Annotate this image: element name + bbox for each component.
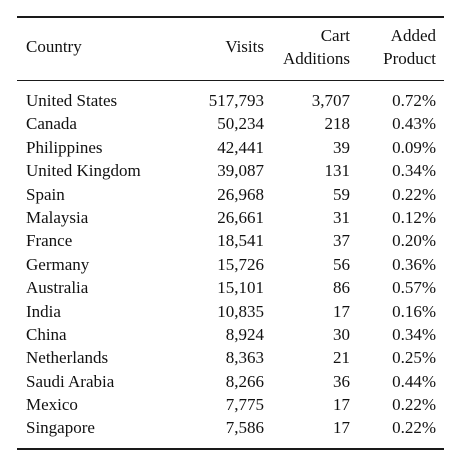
- table-row: Singapore 7,586 17 0.22%: [17, 416, 444, 439]
- cell-visits: 50,234: [217, 112, 264, 135]
- cell-country: Mexico: [26, 393, 78, 416]
- cell-added-product: 0.72%: [392, 89, 436, 112]
- cell-added-product: 0.22%: [392, 183, 436, 206]
- cell-country: Philippines: [26, 136, 103, 159]
- cell-visits: 8,363: [226, 346, 264, 369]
- table-row: Canada 50,234 218 0.43%: [17, 112, 444, 135]
- cell-cart-additions: 31: [333, 206, 350, 229]
- cell-cart-additions: 30: [333, 323, 350, 346]
- cell-visits: 15,726: [217, 253, 264, 276]
- cell-country: Singapore: [26, 416, 95, 439]
- table-row: Saudi Arabia 8,266 36 0.44%: [17, 370, 444, 393]
- table-header: Country Visits Cart Additions Added Prod…: [17, 18, 444, 74]
- cell-cart-additions: 86: [333, 276, 350, 299]
- cell-cart-additions: 56: [333, 253, 350, 276]
- cell-added-product: 0.36%: [392, 253, 436, 276]
- table-row: India 10,835 17 0.16%: [17, 300, 444, 323]
- cell-country: China: [26, 323, 67, 346]
- table-row: China 8,924 30 0.34%: [17, 323, 444, 346]
- cell-added-product: 0.34%: [392, 159, 436, 182]
- cell-added-product: 0.43%: [392, 112, 436, 135]
- cell-visits: 10,835: [217, 300, 264, 323]
- cell-visits: 7,775: [226, 393, 264, 416]
- table-row: France 18,541 37 0.20%: [17, 229, 444, 252]
- cell-country: Germany: [26, 253, 89, 276]
- cell-added-product: 0.16%: [392, 300, 436, 323]
- cell-country: United States: [26, 89, 117, 112]
- cell-visits: 15,101: [217, 276, 264, 299]
- cell-country: United Kingdom: [26, 159, 141, 182]
- table-row: Philippines 42,441 39 0.09%: [17, 136, 444, 159]
- cell-cart-additions: 21: [333, 346, 350, 369]
- cell-visits: 39,087: [217, 159, 264, 182]
- cell-added-product: 0.57%: [392, 276, 436, 299]
- table-row: Netherlands 8,363 21 0.25%: [17, 346, 444, 369]
- header-country: Country: [26, 35, 82, 58]
- cell-added-product: 0.12%: [392, 206, 436, 229]
- cell-visits: 26,661: [217, 206, 264, 229]
- cell-country: Netherlands: [26, 346, 108, 369]
- cell-added-product: 0.22%: [392, 416, 436, 439]
- cell-visits: 26,968: [217, 183, 264, 206]
- cell-added-product: 0.09%: [392, 136, 436, 159]
- header-cart-line2: Additions: [283, 49, 350, 68]
- table-row: United States 517,793 3,707 0.72%: [17, 89, 444, 112]
- cell-added-product: 0.34%: [392, 323, 436, 346]
- cell-cart-additions: 36: [333, 370, 350, 393]
- cell-country: France: [26, 229, 72, 252]
- cell-cart-additions: 39: [333, 136, 350, 159]
- cell-visits: 18,541: [217, 229, 264, 252]
- cell-visits: 517,793: [209, 89, 264, 112]
- cell-country: Saudi Arabia: [26, 370, 114, 393]
- cell-cart-additions: 17: [333, 416, 350, 439]
- cell-cart-additions: 17: [333, 393, 350, 416]
- cell-cart-additions: 131: [325, 159, 351, 182]
- header-added-line2: Product: [383, 49, 436, 68]
- cell-visits: 7,586: [226, 416, 264, 439]
- table-row: Spain 26,968 59 0.22%: [17, 183, 444, 206]
- header-added-line1: Added: [391, 26, 436, 45]
- cell-added-product: 0.20%: [392, 229, 436, 252]
- header-visits: Visits: [225, 35, 264, 58]
- header-added-product: Added Product: [383, 24, 436, 70]
- cell-added-product: 0.25%: [392, 346, 436, 369]
- cell-added-product: 0.22%: [392, 393, 436, 416]
- table-row: Australia 15,101 86 0.57%: [17, 276, 444, 299]
- cell-cart-additions: 17: [333, 300, 350, 323]
- cell-cart-additions: 59: [333, 183, 350, 206]
- cell-cart-additions: 37: [333, 229, 350, 252]
- cell-cart-additions: 3,707: [312, 89, 350, 112]
- cell-cart-additions: 218: [325, 112, 351, 135]
- cell-visits: 8,266: [226, 370, 264, 393]
- table-row: United Kingdom 39,087 131 0.34%: [17, 159, 444, 182]
- cell-country: Spain: [26, 183, 65, 206]
- cell-added-product: 0.44%: [392, 370, 436, 393]
- cell-country: Australia: [26, 276, 88, 299]
- table-row: Mexico 7,775 17 0.22%: [17, 393, 444, 416]
- table-body: United States 517,793 3,707 0.72% Canada 50,2…: [17, 81, 444, 440]
- cell-country: Canada: [26, 112, 77, 135]
- header-cart-line1: Cart: [321, 26, 350, 45]
- cell-country: Malaysia: [26, 206, 88, 229]
- cell-visits: 8,924: [226, 323, 264, 346]
- cell-visits: 42,441: [217, 136, 264, 159]
- table-row: Germany 15,726 56 0.36%: [17, 253, 444, 276]
- table-row: Malaysia 26,661 31 0.12%: [17, 206, 444, 229]
- country-stats-table: Country Visits Cart Additions Added Prod…: [17, 16, 444, 450]
- header-cart-additions: Cart Additions: [283, 24, 350, 70]
- cell-country: India: [26, 300, 61, 323]
